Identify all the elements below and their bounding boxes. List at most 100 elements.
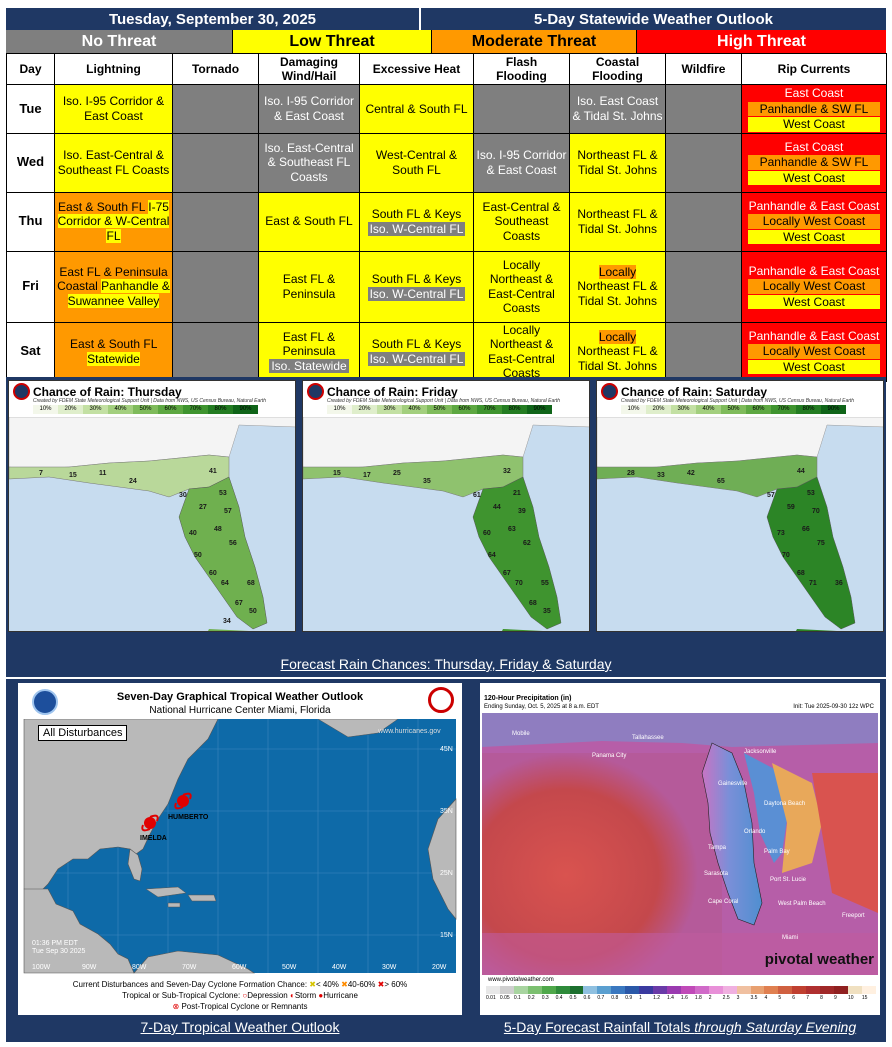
col-coastal-flooding: Coastal Flooding [569,53,666,85]
city-label: Sarasota [704,871,729,877]
rainfall-init: Init: Tue 2025-09-30 12z WPC [793,704,874,710]
precip-scale-step [666,986,681,994]
legend-moderate-threat: Moderate Threat [432,30,637,53]
day-cell: Wed [6,132,55,193]
col-wildfire: Wildfire [665,53,742,85]
rain-scale-step: 20% [58,405,83,414]
precip-scale-step [806,986,821,994]
rip-cell: Panhandle & East Coast Locally West Coas… [741,250,887,323]
precip-scale-tick: 0.7 [597,995,605,1001]
precip-scale-step [555,986,570,994]
rainfall-city-labels: Mobile Tallahassee Panama City Jacksonville… [512,731,865,941]
tropical-outlook-panel: Seven-Day Graphical Tropical Weather Out… [18,683,462,1015]
fdem-seal-icon [307,383,324,400]
precip-scale-tick: 0.8 [611,995,619,1001]
rain-value-label: 60 [483,530,491,537]
rip-cell: Panhandle & East Coast Locally West Coas… [741,321,887,382]
precip-scale-tick: 0.5 [569,995,577,1001]
legend-no-threat: No Threat [6,30,233,53]
rain-value-label: 24 [129,478,137,485]
precip-scale-tick: 1.6 [680,995,688,1001]
city-label: Mobile [512,731,530,737]
rain-value-label: 36 [835,580,843,587]
rain-value-label: 44 [493,504,501,511]
rain-value-label: 57 [767,492,775,499]
tropical-legend: Current Disturbances and Seven-Day Cyclo… [72,980,408,1011]
rain-value-label: 40 [189,530,197,537]
precip-scale-step [513,986,528,994]
rain-map-thursday: Chance of Rain: Thursday Created by FDEM… [8,380,296,632]
rain-value-label: 11 [99,470,107,477]
coastal-cell: Northeast FL & Tidal St. Johns [569,191,666,252]
rain-scale-step: 80% [796,405,821,414]
precip-scale-tick: 10 [847,995,854,1001]
coastal-cell: Locally Northeast FL & Tidal St. Johns [569,321,666,382]
lightning-cell: East & South FL Statewide [54,321,173,382]
coastal-cell: Locally Northeast FL & Tidal St. Johns [569,250,666,323]
lon-label: 30W [382,964,397,971]
day-cell: Fri [6,250,55,323]
precip-scale-step [527,986,542,994]
precip-scale-step [597,986,612,994]
chance-low-icon: ✖ [309,980,316,989]
rain-map-friday: Chance of Rain: Friday Created by FDEM S… [302,380,590,632]
hurricane-imelda-icon [141,814,159,832]
legend-high-threat: High Threat [637,30,886,53]
florida-map: 28 33 42 44 53 65 57 59 70 66 73 75 70 68 71 36 [597,417,883,631]
rain-value-label: 33 [657,472,665,479]
rain-value-label: 64 [221,580,229,587]
rain-value-label: 15 [333,470,341,477]
precip-scale-tick: 0.1 [513,995,521,1001]
rain-value-label: 32 [503,468,511,475]
lat-label: 35N [440,808,453,815]
fdem-seal-icon [601,383,618,400]
precip-scale-tick: 1.8 [694,995,702,1001]
precip-scale-tick: 0.01 [486,995,496,1001]
precip-scale-step [847,986,862,994]
rain-value-label: 28 [627,470,635,477]
day-cell: Thu [6,191,55,252]
rain-value-label: 70 [515,580,523,587]
rain-map-credit: Created by FDEM State Meteorological Sup… [621,398,855,404]
city-label: Miami [782,935,798,941]
post-tropical-icon: ⊗ [172,1002,180,1011]
rain-scale-step: 10% [327,405,352,414]
rain-value-label: 56 [229,540,237,547]
rain-caption: Forecast Rain Chances: Thursday, Friday … [280,656,612,672]
rain-scale-step: 90% [821,405,846,414]
precip-scale-step [708,986,723,994]
rain-value-label: 60 [209,570,217,577]
flash-cell: Locally Northeast & East-Central Coasts [473,250,570,323]
city-label: Gainesville [718,781,748,787]
precip-scale-step [778,986,793,994]
rain-scale: 10% 20% 30% 40% 50% 60% 70% 80% 90% [327,405,552,414]
tornado-cell [172,191,259,252]
outlook-date: Tuesday, September 30, 2025 [6,8,421,30]
rainfall-map: Mobile Tallahassee Panama City Jacksonville… [482,713,878,975]
rain-value-label: 17 [363,472,371,479]
rain-value-label: 27 [199,504,207,511]
city-label: Freeport [842,913,865,919]
city-label: Palm Bay [764,849,790,855]
precip-scale-step [694,986,709,994]
outlook-header: Tuesday, September 30, 2025 5-Day Statew… [6,8,886,30]
rain-value-label: 53 [807,490,815,497]
rain-value-label: 21 [513,490,521,497]
wildfire-cell [665,250,742,323]
rain-scale-step: 60% [158,405,183,414]
precip-scale-step [722,986,737,994]
rain-scale-step: 70% [771,405,796,414]
lon-labels: 100W 90W 80W 70W 60W 50W 40W 30W 20W [32,964,447,971]
lon-label: 90W [82,964,97,971]
lightning-cell: Iso. East-Central & Southeast FL Coasts [54,132,173,193]
table-row: Sat East & South FL Statewide East FL & … [6,321,887,382]
rain-value-label: 62 [523,540,531,547]
city-label: Daytona Beach [764,801,805,807]
precip-scale-step [834,986,848,994]
storm-label-imelda: IMELDA [140,835,167,842]
col-tornado: Tornado [172,53,259,85]
rain-scale-step: 20% [646,405,671,414]
precip-scale-step [750,986,765,994]
rain-value-label: 57 [224,508,232,515]
wildfire-cell [665,191,742,252]
